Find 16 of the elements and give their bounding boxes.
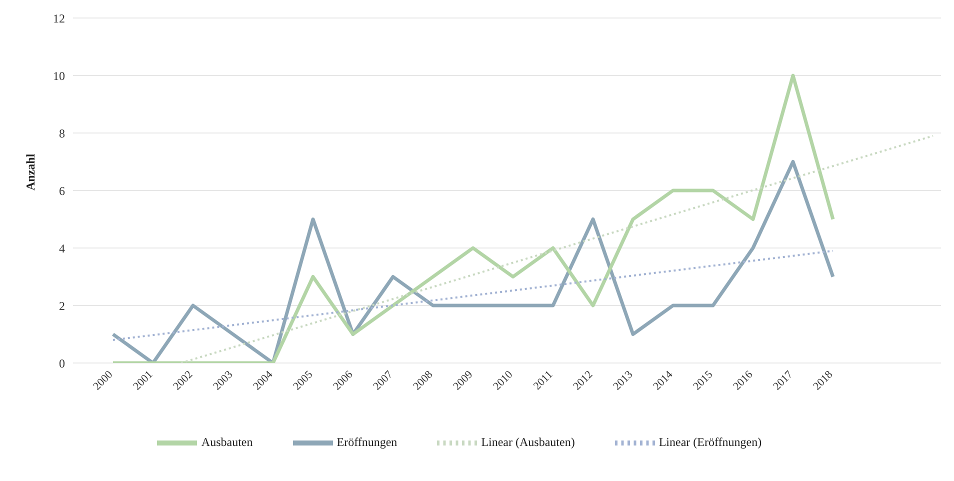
line-series (111, 160, 835, 363)
y-tick-label: 0 (59, 356, 65, 370)
y-tick-label: 12 (53, 11, 65, 26)
y-axis-title: Anzahl (23, 153, 38, 190)
x-tick-label: 2001 (131, 368, 156, 393)
x-tick-label: 2011 (531, 368, 556, 392)
legend-label: Eröffnungen (336, 434, 398, 449)
y-tick-label: 6 (59, 184, 65, 198)
y-tick-label: 8 (59, 126, 65, 140)
y-tick-label: 10 (53, 68, 65, 83)
legend-label: Linear (Eröffnungen) (658, 434, 762, 449)
legend-label: Ausbauten (201, 434, 253, 449)
legend-label: Linear (Ausbauten) (481, 434, 575, 449)
line-series (111, 74, 835, 363)
y-tick-label: 4 (59, 241, 65, 256)
y-tick-label: 2 (59, 298, 65, 313)
